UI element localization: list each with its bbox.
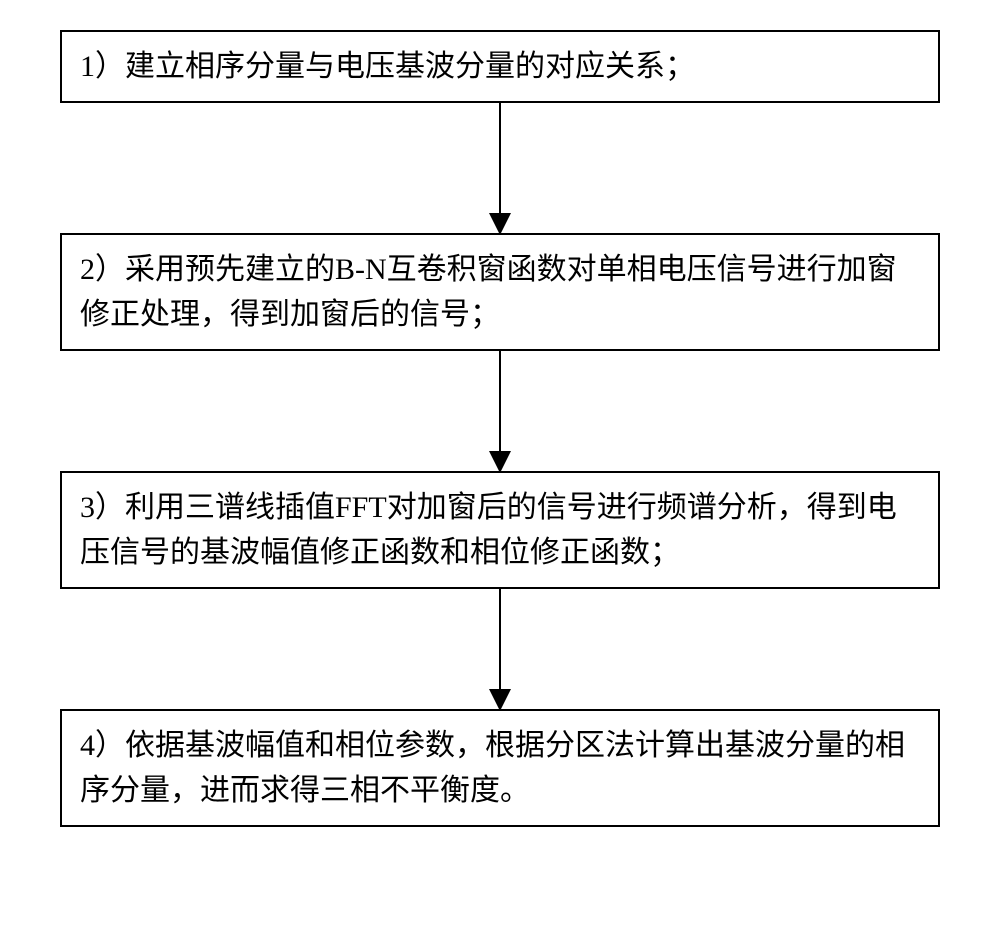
step-box-1: 1）建立相序分量与电压基波分量的对应关系； (60, 30, 940, 103)
step-text-1: 1）建立相序分量与电压基波分量的对应关系； (80, 50, 695, 83)
step-text-3: 3）利用三谱线插值FFT对加窗后的信号进行频谱分析，得到电压信号的基波幅值修正函… (80, 491, 897, 569)
step-text-2: 2）采用预先建立的B-N互卷积窗函数对单相电压信号进行加窗修正处理，得到加窗后的… (80, 253, 897, 331)
step-box-3: 3）利用三谱线插值FFT对加窗后的信号进行频谱分析，得到电压信号的基波幅值修正函… (60, 471, 940, 589)
flowchart-container: 1）建立相序分量与电压基波分量的对应关系； 2）采用预先建立的B-N互卷积窗函数… (60, 30, 940, 827)
step-box-2: 2）采用预先建立的B-N互卷积窗函数对单相电压信号进行加窗修正处理，得到加窗后的… (60, 233, 940, 351)
step-box-4: 4）依据基波幅值和相位参数，根据分区法计算出基波分量的相序分量，进而求得三相不平… (60, 709, 940, 827)
arrow-3 (60, 589, 940, 709)
arrow-1 (60, 103, 940, 233)
step-text-4: 4）依据基波幅值和相位参数，根据分区法计算出基波分量的相序分量，进而求得三相不平… (80, 729, 905, 807)
arrow-2 (60, 351, 940, 471)
